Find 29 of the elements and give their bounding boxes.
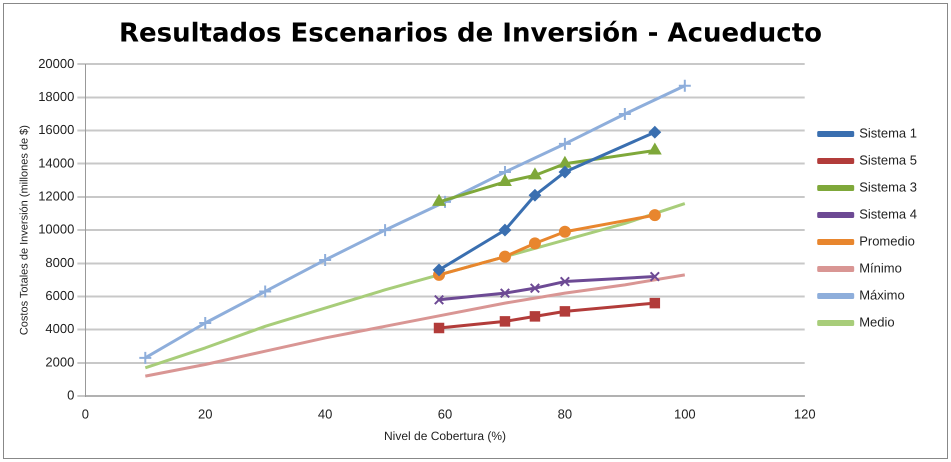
y-tick-label: 18000 [38, 88, 74, 104]
legend-label: Sistema 5 [859, 152, 918, 168]
legend-label: Promedio [859, 234, 915, 249]
legend-label: Sistema 4 [859, 206, 918, 222]
x-tick-label: 120 [794, 406, 816, 422]
y-tick-label: 12000 [38, 188, 74, 204]
x-tick-label: 80 [558, 406, 572, 422]
y-tick-label: 2000 [45, 354, 74, 370]
x-tick-label: 0 [82, 406, 89, 422]
legend-label: Sistema 1 [859, 126, 918, 141]
y-tick-label: 4000 [45, 321, 74, 336]
x-tick-label: 100 [674, 406, 696, 422]
y-tick-label: 6000 [45, 288, 74, 304]
legend-label: Mínimo [859, 260, 902, 276]
x-tick-label: 20 [198, 406, 212, 422]
legend-label: Sistema 3 [859, 180, 918, 195]
legend-label: Medio [859, 314, 895, 330]
y-tick-label: 20000 [38, 56, 74, 71]
y-tick-label: 14000 [38, 155, 74, 170]
y-tick-label: 10000 [38, 222, 74, 237]
x-tick-label: 40 [318, 406, 332, 422]
chart-title: Resultados Escenarios de Inversión - Acueducto [118, 18, 822, 48]
x-tick-label: 60 [438, 406, 452, 422]
y-tick-label: 8000 [45, 254, 74, 270]
y-axis-title: Costos Totales de Inversión (millones de $) [18, 125, 31, 336]
x-axis-title: Nivel de Cobertura (%) [384, 429, 506, 444]
y-tick-label: 16000 [38, 122, 74, 138]
legend-label: Máximo [859, 288, 905, 303]
y-tick-label: 0 [67, 388, 74, 403]
